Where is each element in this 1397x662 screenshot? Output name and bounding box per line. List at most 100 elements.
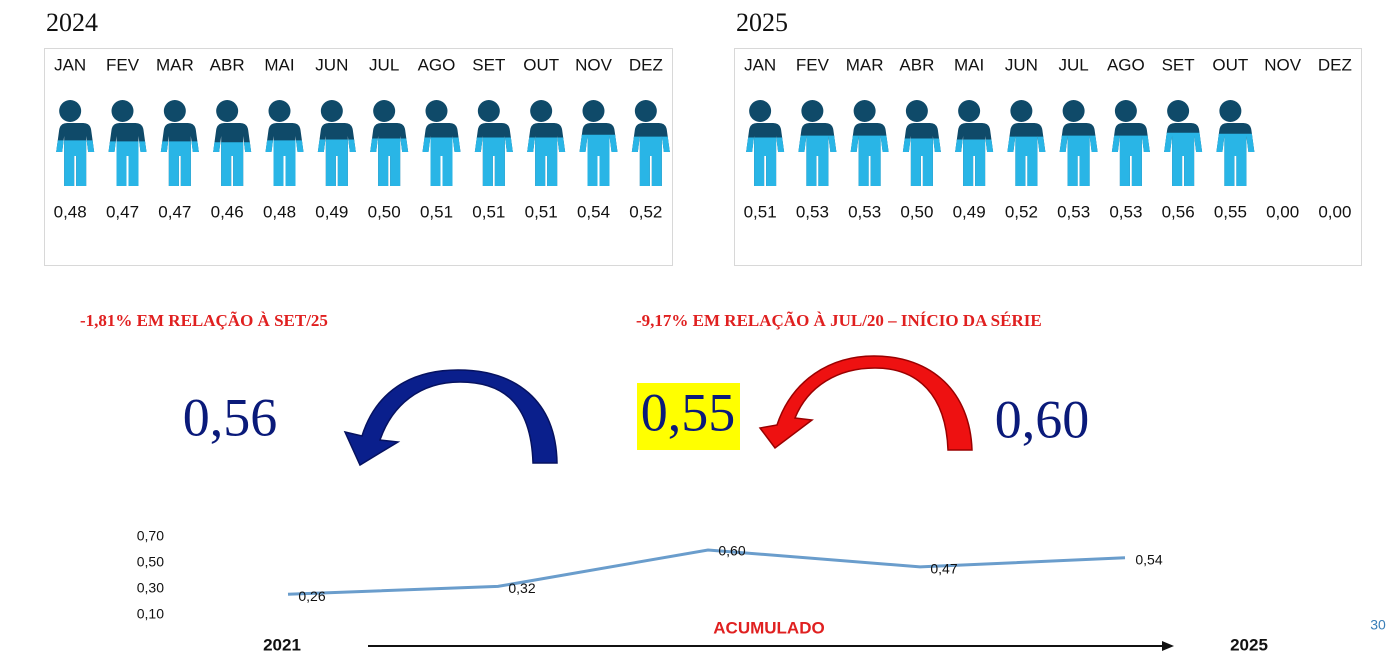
- month-label: JUN: [315, 55, 348, 74]
- icon-fill: [370, 138, 409, 186]
- month-label: ABR: [899, 55, 934, 74]
- icon-fill: [160, 141, 199, 186]
- value-label: 0,53: [796, 202, 829, 221]
- month-label: SET: [472, 55, 505, 74]
- icon-head: [111, 100, 134, 122]
- data-label: 0,32: [508, 580, 535, 596]
- month-label: JUL: [369, 55, 399, 74]
- panel-box: [44, 48, 673, 266]
- icon-head: [59, 100, 82, 122]
- axis-label: ACUMULADO: [713, 618, 824, 637]
- month-label: ABR: [210, 55, 245, 74]
- value-label: 0,53: [848, 202, 881, 221]
- note: -9,17% EM RELAÇÃO À JUL/20 – INÍCIO DA S…: [636, 311, 1042, 330]
- month-label: DEZ: [1318, 55, 1352, 74]
- icon-body: [1111, 135, 1150, 186]
- month-label: FEV: [106, 55, 140, 74]
- icon-body: [798, 135, 837, 186]
- value-label: 0,50: [368, 202, 401, 221]
- icon-body: [1164, 132, 1203, 186]
- icon-head: [582, 100, 605, 122]
- month-label: MAR: [846, 55, 884, 74]
- icon-fill: [1059, 135, 1098, 186]
- icon-body: [579, 134, 618, 186]
- value-label: 0,51: [420, 202, 453, 221]
- icon-body: [955, 139, 994, 186]
- arrow: [343, 369, 558, 467]
- month-label: JAN: [744, 55, 776, 74]
- icon-body: [160, 141, 199, 186]
- icon-fill: [902, 138, 941, 186]
- person-icon: [1164, 100, 1203, 186]
- icon-fill: [1111, 135, 1150, 186]
- icon-body: [631, 136, 670, 186]
- icon-fill: [422, 137, 461, 186]
- icon-body: [850, 135, 889, 186]
- person-icon: [474, 100, 513, 186]
- icon-head: [1219, 100, 1242, 122]
- value-label: 0,51: [525, 202, 558, 221]
- y-tick-label: 0,50: [137, 554, 164, 570]
- icon-fill: [56, 140, 95, 186]
- icon-head: [1062, 100, 1085, 122]
- icon-fill: [746, 137, 785, 186]
- value-label: 0,49: [953, 202, 986, 221]
- icon-fill: [474, 137, 513, 186]
- icon-fill: [527, 137, 566, 186]
- person-icon: [798, 100, 837, 186]
- icon-fill: [798, 135, 837, 186]
- month-label: SET: [1162, 55, 1195, 74]
- y-tick-label: 0,70: [137, 528, 164, 544]
- panel-box: [734, 48, 1362, 266]
- note: -1,81% EM RELAÇÃO À SET/25: [80, 311, 328, 330]
- person-icon: [56, 100, 95, 186]
- big-value: 0,56: [183, 387, 278, 447]
- icon-head: [373, 100, 396, 122]
- icon-head: [853, 100, 876, 122]
- value-label: 0,00: [1266, 202, 1299, 221]
- value-label: 0,47: [158, 202, 191, 221]
- highlight: [637, 383, 740, 450]
- value-label: 0,50: [900, 202, 933, 221]
- icon-body: [902, 138, 941, 186]
- arrow: [758, 355, 973, 451]
- month-label: AGO: [1107, 55, 1145, 74]
- page-number: 30: [1370, 617, 1386, 633]
- axis-start: 2021: [263, 635, 301, 654]
- person-icon: [317, 100, 356, 186]
- value-label: 0,55: [1214, 202, 1247, 221]
- icon-body: [422, 137, 461, 186]
- y-tick-label: 0,10: [137, 606, 164, 622]
- line: [287, 548, 1126, 596]
- month-label: OUT: [1212, 55, 1248, 74]
- person-icon: [422, 100, 461, 186]
- month-label: FEV: [796, 55, 830, 74]
- icon-fill: [1216, 133, 1255, 186]
- icon-body: [108, 141, 147, 186]
- value-label: 0,48: [263, 202, 296, 221]
- person-icon: [160, 100, 199, 186]
- axis-end: 2025: [1230, 635, 1268, 654]
- value-label: 0,51: [472, 202, 505, 221]
- icon-fill: [317, 139, 356, 186]
- person-icon: [265, 100, 304, 186]
- icon-fill: [850, 135, 889, 186]
- icon-head: [749, 100, 772, 122]
- month-label: JAN: [54, 55, 86, 74]
- icon-head: [634, 100, 657, 122]
- icon-fill: [265, 140, 304, 186]
- data-label: 0,26: [298, 588, 325, 604]
- icon-fill: [955, 139, 994, 186]
- icon-body: [474, 137, 513, 186]
- value-label: 0,53: [1057, 202, 1090, 221]
- person-icon: [213, 100, 252, 186]
- value-label: 0,52: [1005, 202, 1038, 221]
- value-label: 0,00: [1318, 202, 1351, 221]
- icon-body: [1059, 135, 1098, 186]
- person-icon: [955, 100, 994, 186]
- icon-fill: [1007, 136, 1046, 186]
- month-label: JUN: [1005, 55, 1038, 74]
- icon-head: [1010, 100, 1033, 122]
